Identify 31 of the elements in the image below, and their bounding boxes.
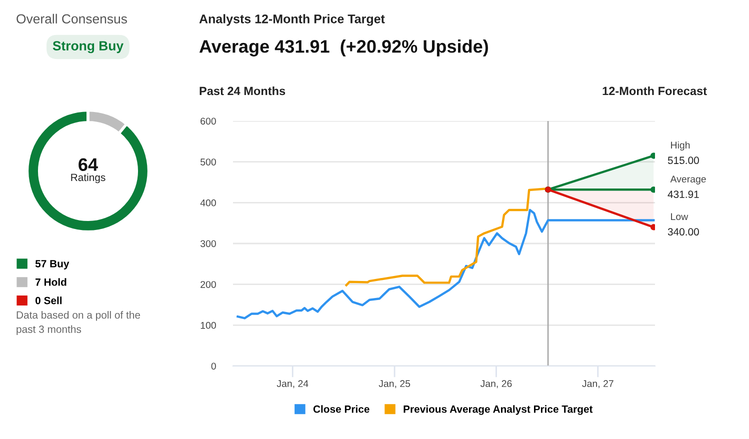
- text: 64: [78, 158, 98, 171]
- data-label: 515.00: [668, 156, 699, 164]
- chart-title: Overall Consensus: [16, 14, 127, 24]
- y-tick-label: 100: [200, 322, 216, 329]
- text: Ratings: [71, 173, 106, 184]
- series-label: Average: [670, 176, 706, 184]
- legend-label: 7 Hold: [36, 278, 66, 286]
- legend-label: Close Price: [313, 405, 370, 413]
- x-tick-label: Jan, 27: [582, 380, 614, 388]
- text: Past 24 Months: [200, 86, 286, 96]
- y-tick-label: 0: [211, 362, 216, 370]
- chart-title: Analysts 12-Month Price Target: [199, 14, 385, 26]
- legend-label: 0 Sell: [35, 296, 62, 304]
- legend-label: 57 Buy: [35, 260, 70, 270]
- y-tick-label: 500: [200, 158, 216, 166]
- x-tick-label: Jan, 25: [378, 380, 410, 388]
- data-label: 340.00: [668, 228, 699, 236]
- y-tick-label: 300: [200, 240, 216, 248]
- x-tick-label: Jan, 26: [480, 380, 512, 388]
- text: 12-Month Forecast: [602, 86, 707, 96]
- chart-subtitle: Strong Buy: [52, 41, 124, 54]
- x-tick-label: Jan, 24: [276, 380, 308, 388]
- data-label: 431.91: [668, 190, 699, 198]
- legend-label: Previous Average Analyst Price Target: [404, 405, 593, 415]
- series-label: High: [671, 141, 690, 151]
- y-tick-label: 400: [200, 199, 216, 206]
- text: Data based on a poll of the past 3 months: [16, 311, 140, 335]
- chart-subtitle: Average 431.91 (+20.92% Upside): [199, 40, 488, 56]
- series-label: Low: [671, 213, 688, 220]
- y-tick-label: 600: [200, 118, 216, 125]
- y-tick-label: 200: [200, 281, 216, 288]
